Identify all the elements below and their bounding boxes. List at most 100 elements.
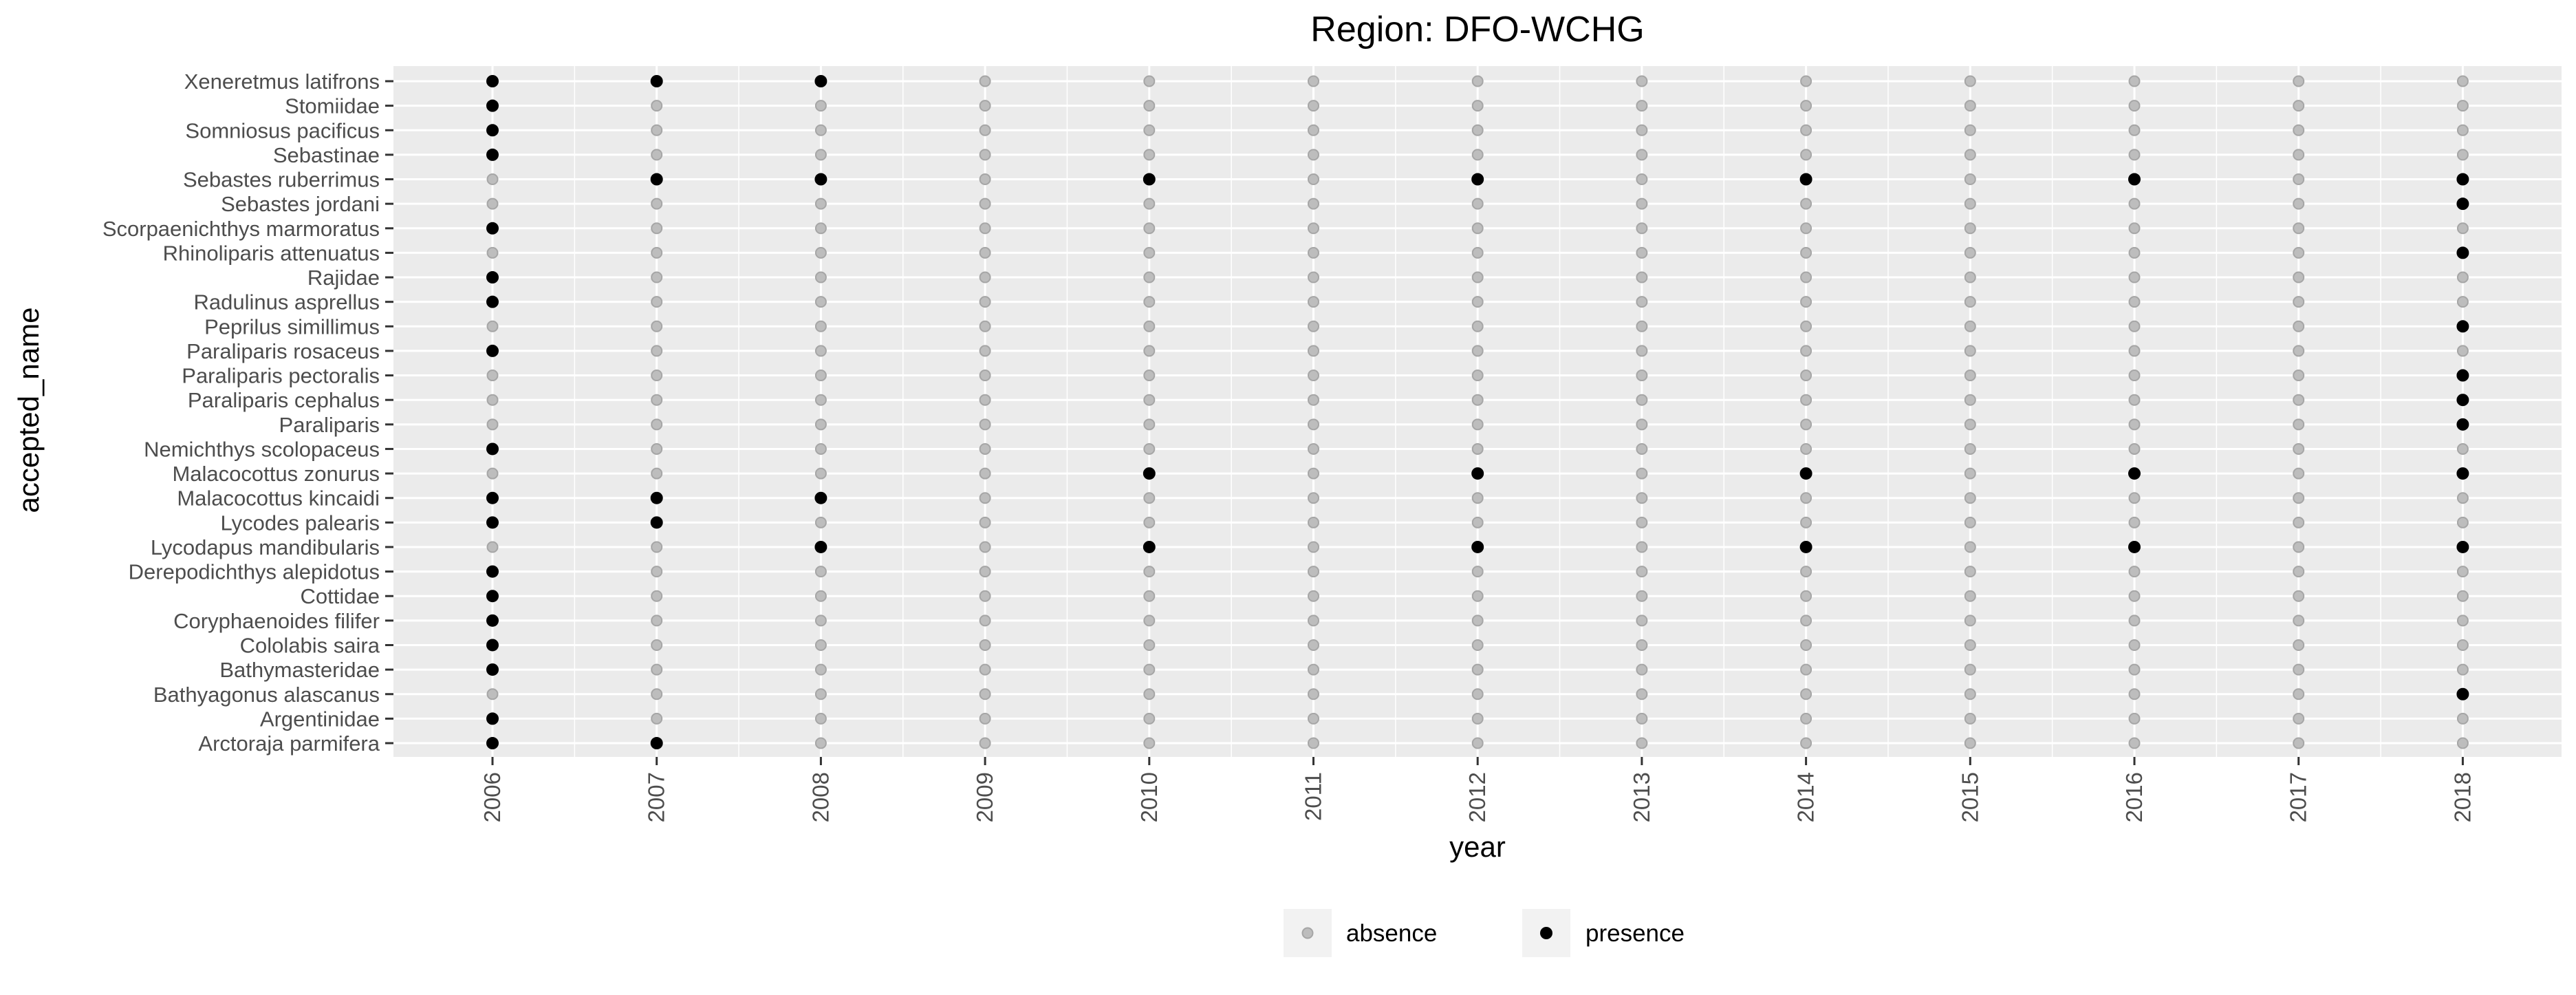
absence-point <box>1471 345 1484 357</box>
absence-point <box>1636 271 1648 283</box>
absence-point <box>1964 442 1976 455</box>
absence-point <box>2128 663 2141 676</box>
presence-point <box>486 491 499 504</box>
y-tick-label: Peprilus simillimus <box>204 314 380 339</box>
y-tick-label: Somniosus pacificus <box>185 118 380 142</box>
absence-point <box>2128 712 2141 725</box>
absence-point <box>1636 688 1648 700</box>
absence-point <box>1636 516 1648 528</box>
presence-point <box>486 565 499 578</box>
absence-point <box>1636 320 1648 332</box>
absence-point <box>1471 75 1484 87</box>
absence-point <box>1800 663 1812 676</box>
absence-point <box>1308 639 1319 651</box>
absence-point <box>1800 197 1812 210</box>
absence-point <box>1800 271 1812 283</box>
absence-point <box>979 663 991 676</box>
absence-point <box>2293 590 2305 602</box>
presence-point <box>2456 197 2469 211</box>
absence-point <box>1800 712 1812 725</box>
absence-point <box>814 712 827 725</box>
absence-point <box>2456 737 2469 749</box>
absence-point <box>1143 614 1156 627</box>
absence-point <box>2456 222 2469 235</box>
chart-title: Region: DFO-WCHG <box>1310 10 1644 50</box>
absence-point <box>1636 296 1648 308</box>
absence-point <box>2456 590 2469 602</box>
presence-point <box>486 516 499 529</box>
absence-point <box>1143 442 1156 455</box>
absence-point <box>979 614 991 627</box>
absence-point <box>2128 590 2141 602</box>
presence-point <box>486 590 499 603</box>
absence-point <box>2128 516 2141 528</box>
absence-point <box>979 394 991 406</box>
absence-point <box>1800 124 1812 136</box>
absence-point <box>2128 124 2141 136</box>
absence-point <box>1964 75 1976 87</box>
absence-point <box>1636 394 1648 406</box>
absence-point <box>979 222 991 235</box>
absence-point <box>2456 712 2469 725</box>
absence-point <box>2128 271 2141 283</box>
absence-point <box>1471 566 1484 578</box>
points-layer <box>486 75 2469 750</box>
absence-point <box>1636 442 1648 455</box>
absence-point <box>1143 492 1156 504</box>
absence-point <box>1964 320 1976 332</box>
absence-point <box>2293 541 2305 553</box>
absence-point <box>2293 688 2305 700</box>
absence-point <box>1636 737 1648 749</box>
absence-point <box>1636 370 1648 382</box>
absence-point <box>1308 124 1319 136</box>
absence-point <box>2293 124 2305 136</box>
absence-point <box>651 590 663 602</box>
absence-point <box>1471 394 1484 406</box>
absence-point <box>1143 566 1156 578</box>
absence-point <box>1800 320 1812 332</box>
absence-point <box>2128 296 2141 308</box>
absence-point <box>2128 442 2141 455</box>
absence-point <box>1800 492 1812 504</box>
absence-point <box>1800 737 1812 749</box>
absence-point <box>1308 197 1319 210</box>
presence-point <box>1143 173 1156 186</box>
absence-point <box>814 246 827 259</box>
absence-point <box>2456 516 2469 528</box>
absence-point <box>651 197 663 210</box>
absence-point <box>1308 418 1319 431</box>
absence-point <box>814 149 827 161</box>
absence-point <box>651 418 663 431</box>
x-tick-label: 2015 <box>1957 772 1982 822</box>
absence-point <box>814 566 827 578</box>
absence-point <box>1964 688 1976 700</box>
absence-point <box>2128 737 2141 749</box>
absence-point <box>1308 688 1319 700</box>
absence-point <box>1471 590 1484 602</box>
absence-point <box>1308 467 1319 480</box>
absence-point <box>2128 320 2141 332</box>
absence-point <box>2293 173 2305 186</box>
y-tick-label: Argentinidae <box>260 707 380 731</box>
y-tick-label: Rhinoliparis attenuatus <box>163 241 380 265</box>
x-axis-title: year <box>1449 831 1506 863</box>
absence-point <box>1800 345 1812 357</box>
absence-point <box>1471 418 1484 431</box>
presence-point <box>486 124 499 137</box>
absence-point <box>651 688 663 700</box>
absence-point <box>2128 149 2141 161</box>
absence-point <box>486 197 499 210</box>
x-tick-label: 2013 <box>1629 772 1654 822</box>
absence-point <box>2128 345 2141 357</box>
absence-point <box>1800 100 1812 112</box>
absence-point <box>1964 394 1976 406</box>
presence-point <box>2456 687 2469 700</box>
absence-point <box>1964 639 1976 651</box>
absence-point <box>2128 639 2141 651</box>
absence-point <box>814 296 827 308</box>
presence-point <box>2128 173 2141 186</box>
absence-point <box>1964 197 1976 210</box>
absence-point <box>651 566 663 578</box>
absence-point <box>1308 75 1319 87</box>
absence-point <box>1308 712 1319 725</box>
